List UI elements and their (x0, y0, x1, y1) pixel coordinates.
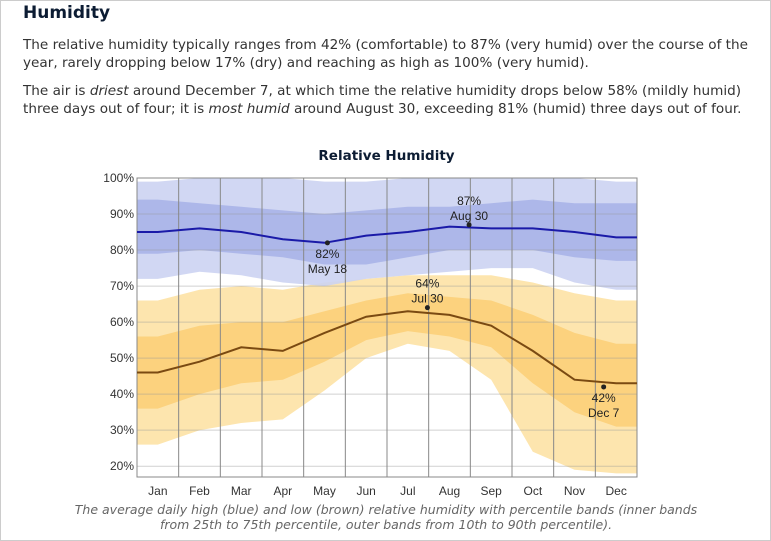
y-tick-label: 50% (110, 351, 134, 365)
extreme-marker (424, 305, 430, 311)
section-heading: Humidity (23, 3, 111, 23)
x-tick-label: Nov (564, 484, 585, 498)
x-tick-label: Jul (400, 484, 415, 498)
extreme-marker (601, 384, 607, 390)
text-emphasis: most humid (208, 101, 290, 117)
y-tick-label: 30% (110, 423, 134, 437)
annotation-date: Dec 7 (588, 406, 620, 420)
y-tick-label: 20% (110, 459, 134, 473)
x-tick-label: Dec (605, 484, 626, 498)
summary-paragraph: The relative humidity typically ranges f… (23, 37, 748, 71)
y-tick-label: 40% (110, 387, 134, 401)
annotation-value: 87% (457, 194, 481, 208)
y-tick-label: 70% (110, 279, 134, 293)
text-emphasis: driest (89, 83, 129, 99)
x-tick-label: Mar (231, 484, 252, 498)
extreme-marker (466, 222, 472, 228)
x-tick-label: Jun (356, 484, 375, 498)
text: The air is (23, 83, 90, 99)
annotation-date: Aug 30 (450, 209, 488, 223)
annotation-date: May 18 (308, 262, 348, 276)
high-median-line (137, 225, 637, 244)
chart-title: Relative Humidity (318, 148, 455, 164)
x-tick-label: Oct (523, 484, 542, 498)
y-tick-label: 60% (110, 315, 134, 329)
chart-caption: The average daily high (blue) and low (b… (74, 502, 698, 532)
annotation-value: 64% (415, 277, 439, 291)
text: around August 30, exceeding 81% (humid) … (289, 101, 742, 117)
x-tick-label: Aug (439, 484, 460, 498)
x-tick-label: Apr (273, 484, 292, 498)
low-median-line (137, 310, 637, 385)
y-tick-label: 100% (103, 171, 134, 185)
plot-border (136, 177, 638, 478)
x-tick-label: Feb (189, 484, 210, 498)
extreme-marker (324, 240, 330, 246)
y-tick-label: 80% (110, 243, 134, 257)
extremes-paragraph: The air is driest around December 7, at … (23, 82, 753, 118)
annotation-value: 42% (592, 391, 616, 405)
x-tick-label: Sep (480, 484, 502, 498)
x-tick-label: Jan (148, 484, 167, 498)
annotation-value: 82% (315, 247, 339, 261)
y-tick-label: 90% (110, 207, 134, 221)
annotation-date: Jul 30 (411, 292, 443, 306)
x-tick-label: May (313, 484, 336, 498)
text: around December 7, at which time the rel… (23, 83, 742, 117)
